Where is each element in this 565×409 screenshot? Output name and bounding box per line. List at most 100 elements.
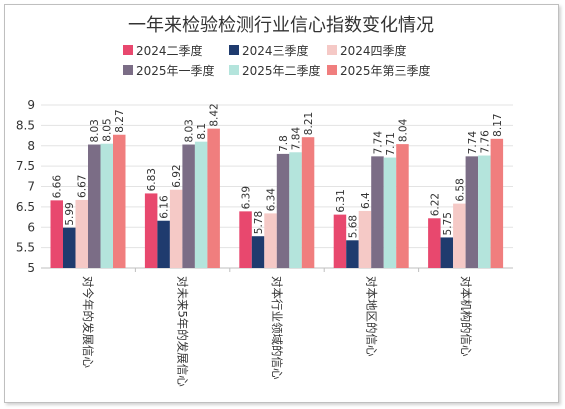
data-label: 7.76 xyxy=(479,130,491,154)
data-label: 5.99 xyxy=(64,202,76,225)
data-labels: 6.665.996.678.03 8.05 8.276.836.166.928.03… xyxy=(52,103,504,238)
legend-label: 2025年一季度 xyxy=(136,63,215,78)
bar xyxy=(157,220,170,268)
chart-canvas: 一年来检验检测行业信心指数变化情况 2024二季度 2024三季度 2024四季度2… xyxy=(16,15,513,387)
bar xyxy=(383,157,397,268)
data-label: 5.78 xyxy=(253,211,265,234)
legend-label: 2025年二季度 xyxy=(242,63,321,78)
y-tick-label: 8 xyxy=(27,139,35,153)
legend-label: 2024三季度 xyxy=(242,43,309,58)
legend-swatch xyxy=(327,45,337,55)
data-label: 6.31 xyxy=(335,189,347,212)
bar xyxy=(207,128,220,268)
bar xyxy=(169,189,183,268)
y-axis: 5 5.5 6 6.5 7 7.5 8 8.5 9 xyxy=(16,98,35,275)
data-label: 8.1 xyxy=(196,123,208,140)
y-tick-label: 7.5 xyxy=(16,159,35,173)
bar xyxy=(239,211,252,268)
data-label: 6.66 xyxy=(52,175,64,199)
data-label: 5.75 xyxy=(442,212,454,235)
bar xyxy=(490,138,504,268)
legend-swatch xyxy=(327,65,337,75)
y-tick-label: 5.5 xyxy=(16,241,35,255)
data-label: 7.74 xyxy=(467,131,479,155)
bar xyxy=(88,144,101,268)
x-category-label: 对今年的发展信心 xyxy=(81,276,95,368)
chart-title: 一年来检验检测行业信心指数变化情况 xyxy=(128,15,434,36)
data-label: 7.84 xyxy=(291,127,303,151)
bar xyxy=(346,240,359,268)
data-label: 6.22 xyxy=(429,193,441,216)
legend-item: 2024四季度 xyxy=(327,43,407,58)
x-category-label: 对本行业领域的信心 xyxy=(270,276,284,380)
bars xyxy=(50,128,504,268)
data-label: 6.92 xyxy=(171,164,183,187)
y-tick-label: 6.5 xyxy=(16,200,35,214)
data-label: 6.58 xyxy=(454,178,466,201)
legend-label: 2024二季度 xyxy=(136,43,203,58)
legend-swatch xyxy=(123,45,133,55)
bar xyxy=(276,153,290,268)
data-label: 7.74 xyxy=(372,131,384,155)
legend: 2024二季度 2024三季度 2024四季度 2025年一季度 2025年二季度 202… xyxy=(123,43,431,78)
data-label: 6.16 xyxy=(159,195,171,219)
bar xyxy=(264,213,277,268)
bar xyxy=(182,144,195,268)
legend-item: 2024二季度 xyxy=(123,43,203,58)
data-label: 8.05 xyxy=(102,118,114,141)
legend-swatch xyxy=(229,65,239,75)
bar xyxy=(50,200,63,268)
data-label: 8.27 xyxy=(114,109,126,132)
data-label: 8.17 xyxy=(492,113,504,136)
data-label: 8.03 xyxy=(184,119,196,142)
x-category-label: 对未来5年的发展信心 xyxy=(176,276,190,387)
bar xyxy=(251,236,265,268)
data-label: 6.4 xyxy=(360,192,372,209)
data-label: 6.39 xyxy=(241,186,253,209)
legend-item: 2025年第三季度 xyxy=(327,63,431,78)
legend-swatch xyxy=(229,45,239,55)
legend-item: 2025年一季度 xyxy=(123,63,215,78)
x-category-label: 对本机构的信心 xyxy=(459,276,473,357)
data-label: 6.34 xyxy=(266,188,278,212)
bar xyxy=(465,156,479,268)
bar xyxy=(358,210,372,268)
bar xyxy=(194,141,208,268)
bar xyxy=(63,227,76,268)
bar xyxy=(289,152,302,268)
data-label: 7.8 xyxy=(278,135,290,152)
y-tick-label: 6 xyxy=(27,220,35,234)
data-label: 8.03 xyxy=(89,119,101,142)
data-label: 6.83 xyxy=(146,168,158,191)
legend-swatch xyxy=(123,65,133,75)
bar xyxy=(333,214,347,268)
data-label: 6.67 xyxy=(77,175,89,198)
x-category-label: 对本地区的信心 xyxy=(364,276,378,357)
legend-label: 2024四季度 xyxy=(340,43,407,58)
bar xyxy=(113,134,126,268)
data-label: 8.42 xyxy=(209,103,221,126)
data-label: 5.68 xyxy=(347,215,359,238)
bar xyxy=(453,203,466,268)
bar xyxy=(371,156,384,268)
bar xyxy=(440,237,454,268)
y-tick-label: 8.5 xyxy=(16,118,35,132)
bar xyxy=(75,199,88,268)
bar xyxy=(301,137,315,268)
legend-label: 2025年第三季度 xyxy=(340,63,431,78)
y-tick-label: 5 xyxy=(27,261,35,275)
bar xyxy=(100,143,113,268)
y-tick-label: 9 xyxy=(27,98,35,112)
legend-item: 2024三季度 xyxy=(229,43,309,58)
bar xyxy=(396,144,409,268)
chart-frame: 一年来检验检测行业信心指数变化情况 2024二季度 2024三季度 2024四季度 2… xyxy=(4,4,559,403)
bar xyxy=(144,193,158,268)
legend-item: 2025年二季度 xyxy=(229,63,321,78)
data-label: 7.71 xyxy=(385,132,397,155)
bar xyxy=(478,155,491,268)
x-axis: 对今年的发展信心 对未来5年的发展信心 对本行业领域的信心 对本地区的信心 对本机构的信… xyxy=(81,268,473,387)
y-tick-label: 7 xyxy=(27,180,35,194)
data-label: 8.21 xyxy=(303,112,315,135)
data-label: 8.04 xyxy=(397,118,409,142)
bar xyxy=(428,218,441,268)
